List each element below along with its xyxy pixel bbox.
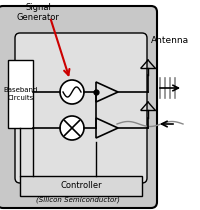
Text: Controller: Controller [60, 181, 102, 190]
Text: Antenna: Antenna [151, 36, 189, 45]
Text: Baseband
Circuits: Baseband Circuits [3, 88, 38, 101]
FancyBboxPatch shape [8, 60, 33, 128]
FancyBboxPatch shape [15, 33, 147, 183]
Circle shape [60, 116, 84, 140]
Text: Signal
Generator: Signal Generator [17, 3, 59, 22]
FancyBboxPatch shape [20, 176, 142, 196]
Circle shape [60, 80, 84, 104]
Text: (Silicon Semiconductor): (Silicon Semiconductor) [36, 197, 120, 203]
Polygon shape [96, 82, 118, 102]
Polygon shape [96, 118, 118, 138]
FancyBboxPatch shape [0, 6, 157, 208]
